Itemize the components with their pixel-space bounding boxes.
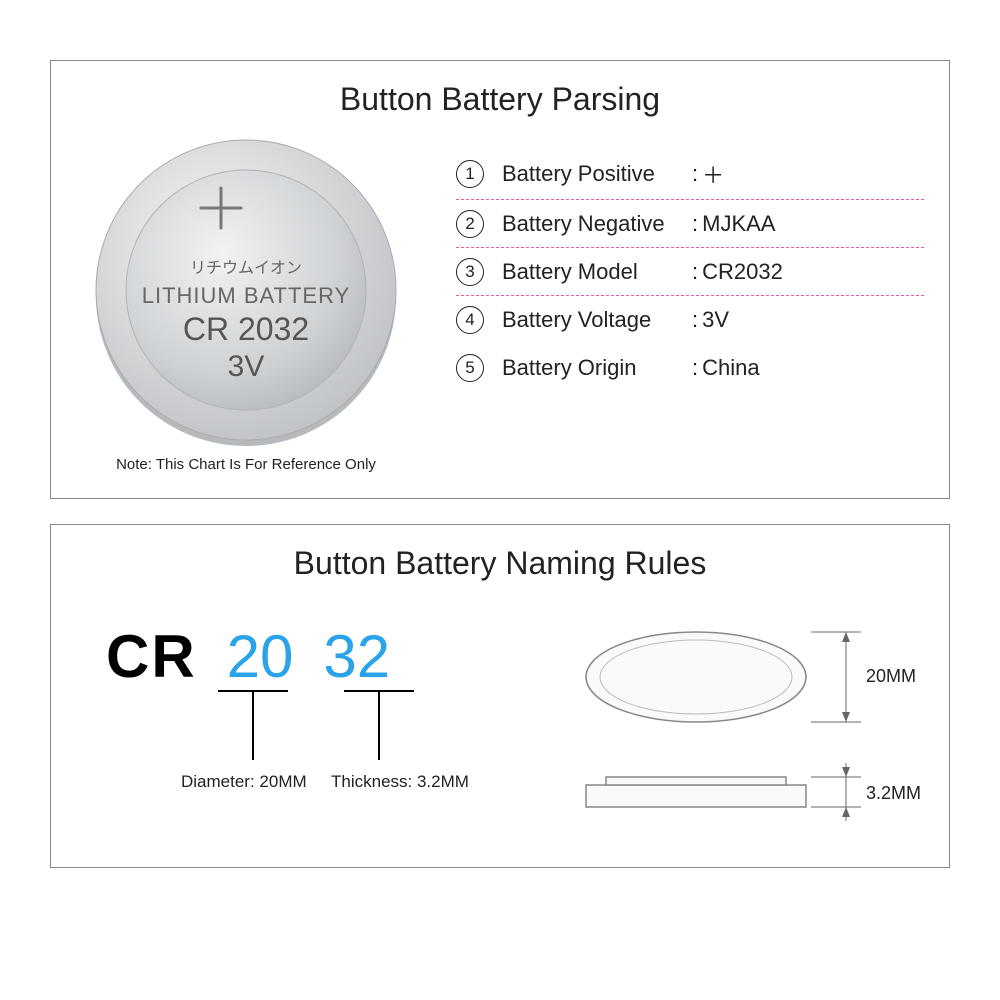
spec-value: China xyxy=(702,355,759,381)
spec-row: 1 Battery Positive : ＋ xyxy=(456,148,924,200)
spec-sep: : xyxy=(692,211,698,237)
diagram-diameter-label: 20MM xyxy=(866,666,916,686)
spec-sep: : xyxy=(692,355,698,381)
spec-list: 1 Battery Positive : ＋ 2 Battery Negative :… xyxy=(456,138,924,392)
battery-illustration: リチウムイオン LITHIUM BATTERY CR 2032 3V xyxy=(86,138,406,448)
spec-sep: : xyxy=(692,161,698,187)
parsing-content: リチウムイオン LITHIUM BATTERY CR 2032 3V Note:… xyxy=(76,138,924,473)
spec-value: ＋ xyxy=(702,158,724,190)
spec-row: 4 Battery Voltage : 3V xyxy=(456,296,924,344)
dimension-diagram: 20MM 3.2MM xyxy=(566,612,946,842)
code-diameter: 20 xyxy=(227,622,294,691)
battery-voltage-text: 3V xyxy=(228,350,265,383)
thickness-caption: Thickness: 3.2MM xyxy=(331,772,469,792)
panel-naming: Button Battery Naming Rules CR 20 32 Dia… xyxy=(50,524,950,868)
spec-row: 5 Battery Origin : China xyxy=(456,344,924,392)
spec-value: 3V xyxy=(702,307,729,333)
spec-sep: : xyxy=(692,259,698,285)
naming-content: CR 20 32 Diameter: 20MM Thickness: 3.2MM xyxy=(76,602,924,842)
battery-type-text: LITHIUM BATTERY xyxy=(142,283,351,308)
spec-sep: : xyxy=(692,307,698,333)
battery-model-text: CR 2032 xyxy=(183,311,309,347)
code-block: CR 20 32 Diameter: 20MM Thickness: 3.2MM xyxy=(106,612,536,842)
spec-label: Battery Voltage xyxy=(502,307,692,333)
spec-label: Battery Negative xyxy=(502,211,692,237)
reference-note: Note: This Chart Is For Reference Only xyxy=(76,456,416,473)
spec-number: 3 xyxy=(456,258,484,286)
code-prefix: CR xyxy=(106,622,197,691)
panel-parsing: Button Battery Parsing xyxy=(50,60,950,499)
spec-number: 5 xyxy=(456,354,484,382)
diagram-thickness-label: 3.2MM xyxy=(866,783,921,803)
code-thickness: 32 xyxy=(323,622,390,691)
spec-label: Battery Positive xyxy=(502,161,692,187)
spec-label: Battery Origin xyxy=(502,355,692,381)
spec-row: 3 Battery Model : CR2032 xyxy=(456,248,924,296)
spec-number: 4 xyxy=(456,306,484,334)
panel-parsing-title: Button Battery Parsing xyxy=(76,81,924,118)
battery-jp-text: リチウムイオン xyxy=(190,259,302,277)
spec-number: 2 xyxy=(456,210,484,238)
diameter-caption: Diameter: 20MM xyxy=(181,772,307,792)
spec-number: 1 xyxy=(456,160,484,188)
battery-column: リチウムイオン LITHIUM BATTERY CR 2032 3V Note:… xyxy=(76,138,416,473)
spec-value: CR2032 xyxy=(702,259,783,285)
panel-naming-title: Button Battery Naming Rules xyxy=(76,545,924,582)
spec-value: MJKAA xyxy=(702,211,775,237)
spec-label: Battery Model xyxy=(502,259,692,285)
spec-row: 2 Battery Negative : MJKAA xyxy=(456,200,924,248)
